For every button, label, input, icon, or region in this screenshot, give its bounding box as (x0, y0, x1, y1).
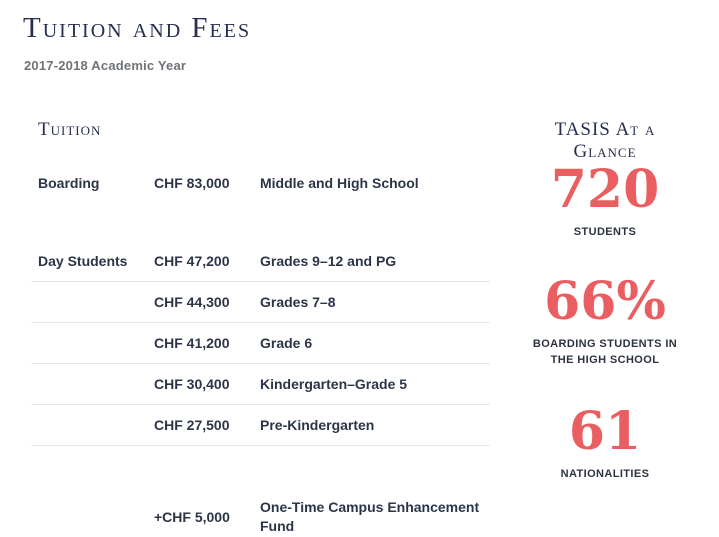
stat-boarding-percentage: 66% BOARDING STUDENTS IN THE HIGH SCHOOL (530, 276, 680, 368)
row-description: Kindergarten–Grade 5 (260, 375, 408, 392)
row-amount: CHF 83,000 (154, 175, 230, 191)
table-row: CHF 41,200 Grade 6 (31, 323, 490, 364)
page-title: Tuition and Fees (23, 12, 252, 44)
table-row: CHF 27,500 Pre-Kindergarten (31, 405, 490, 446)
glance-section-heading: TASIS At a Glance (554, 119, 656, 162)
tuition-section-heading: Tuition (38, 119, 102, 140)
tuition-table: Boarding CHF 83,000 Middle and High Scho… (31, 166, 490, 536)
stat-value: 61 (568, 401, 642, 462)
stat-value: 66% (544, 271, 666, 332)
stat-value: 720 (550, 159, 660, 220)
row-amount: CHF 27,500 (154, 416, 230, 433)
row-description: Grades 9–12 and PG (260, 253, 397, 269)
stat-nationalities: 61 NATIONALITIES (530, 406, 680, 482)
table-row-day-students: Day Students CHF 47,200 Grades 9–12 and … (31, 252, 490, 282)
row-description: Grades 7–8 (260, 293, 336, 310)
row-amount: +CHF 5,000 (154, 508, 230, 525)
row-amount: CHF 30,400 (154, 375, 230, 392)
row-amount: CHF 47,200 (154, 253, 230, 269)
row-amount: CHF 44,300 (154, 293, 230, 310)
stat-students: 720 STUDENTS (530, 164, 680, 240)
row-description: One-Time Campus Enhancement Fund (260, 499, 480, 534)
stat-label: STUDENTS (573, 226, 637, 238)
row-description: Grade 6 (260, 334, 313, 351)
row-description: Middle and High School (260, 175, 419, 191)
table-row-boarding: Boarding CHF 83,000 Middle and High Scho… (31, 174, 490, 193)
academic-year-subtitle: 2017-2018 Academic Year (24, 58, 187, 73)
row-description: Pre-Kindergarten (260, 416, 375, 433)
row-label: Day Students (38, 253, 128, 269)
table-row: CHF 30,400 Kindergarten–Grade 5 (31, 364, 490, 405)
stat-label: BOARDING STUDENTS IN THE HIGH SCHOOL (532, 338, 678, 366)
table-row: CHF 44,300 Grades 7–8 (31, 282, 490, 323)
row-label: Boarding (38, 175, 100, 191)
stat-label: NATIONALITIES (560, 468, 650, 480)
table-row-enhancement-fund: +CHF 5,000 One-Time Campus Enhancement F… (31, 498, 490, 536)
row-amount: CHF 41,200 (154, 334, 230, 351)
